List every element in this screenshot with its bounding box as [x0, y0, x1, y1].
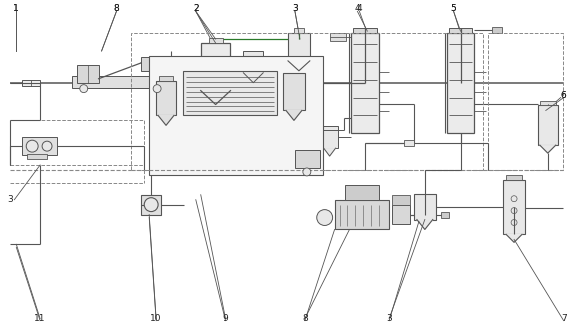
Polygon shape: [158, 115, 174, 125]
Bar: [209, 38, 222, 43]
Bar: [283, 73, 305, 111]
Text: 3: 3: [7, 195, 13, 204]
Bar: [335, 200, 389, 230]
Bar: [392, 195, 410, 205]
Text: 2: 2: [193, 4, 199, 13]
Bar: [404, 140, 414, 146]
Bar: [351, 33, 379, 133]
Text: 9: 9: [223, 314, 229, 323]
Text: 8: 8: [302, 314, 308, 323]
Bar: [449, 28, 472, 33]
Circle shape: [303, 168, 311, 176]
Circle shape: [42, 141, 52, 151]
Bar: [538, 106, 558, 145]
Bar: [10, 120, 144, 165]
Text: 4: 4: [357, 4, 362, 13]
Bar: [392, 205, 410, 224]
Bar: [441, 212, 449, 217]
Polygon shape: [417, 219, 433, 230]
Bar: [159, 76, 173, 81]
Bar: [77, 65, 98, 83]
Bar: [156, 81, 176, 115]
Bar: [344, 185, 379, 200]
Bar: [354, 28, 377, 33]
Bar: [183, 71, 277, 115]
Bar: [488, 33, 563, 170]
Bar: [540, 101, 556, 106]
Bar: [295, 150, 320, 168]
Text: 3: 3: [292, 4, 298, 13]
Polygon shape: [286, 111, 302, 120]
Text: 8: 8: [113, 4, 119, 13]
Circle shape: [26, 140, 38, 152]
Bar: [211, 123, 221, 128]
Text: 5: 5: [450, 4, 456, 13]
Polygon shape: [324, 148, 336, 156]
Text: 5: 5: [450, 4, 456, 13]
Circle shape: [317, 210, 332, 225]
Bar: [149, 56, 323, 175]
Bar: [288, 33, 310, 61]
Bar: [294, 28, 304, 33]
Text: 11: 11: [35, 314, 46, 323]
Bar: [265, 80, 277, 86]
Bar: [503, 180, 525, 235]
Text: 2: 2: [193, 4, 199, 13]
Bar: [244, 51, 263, 73]
Polygon shape: [201, 91, 230, 105]
Bar: [22, 80, 40, 86]
Bar: [131, 33, 483, 170]
Bar: [22, 137, 57, 155]
Circle shape: [144, 198, 158, 212]
Text: 1: 1: [13, 4, 19, 13]
Circle shape: [153, 85, 161, 92]
Text: 8: 8: [113, 4, 119, 13]
Bar: [492, 27, 502, 33]
Bar: [506, 175, 522, 180]
Bar: [27, 154, 47, 159]
Text: 3: 3: [292, 4, 298, 13]
Bar: [141, 195, 161, 215]
Text: 6: 6: [561, 91, 567, 100]
Bar: [414, 194, 435, 219]
Bar: [446, 33, 475, 133]
Bar: [322, 126, 338, 148]
Bar: [329, 33, 346, 41]
Polygon shape: [540, 145, 556, 153]
Bar: [156, 57, 171, 67]
Bar: [72, 76, 171, 88]
Polygon shape: [244, 73, 263, 83]
Polygon shape: [288, 61, 310, 71]
Bar: [201, 43, 230, 91]
Text: 7: 7: [561, 314, 567, 323]
Polygon shape: [506, 235, 522, 242]
Bar: [141, 57, 161, 71]
Text: 3: 3: [386, 314, 392, 323]
Text: 4: 4: [355, 4, 360, 13]
Text: 1: 1: [13, 4, 19, 13]
Text: 6: 6: [561, 91, 567, 100]
Circle shape: [80, 85, 88, 92]
Text: 10: 10: [150, 314, 162, 323]
